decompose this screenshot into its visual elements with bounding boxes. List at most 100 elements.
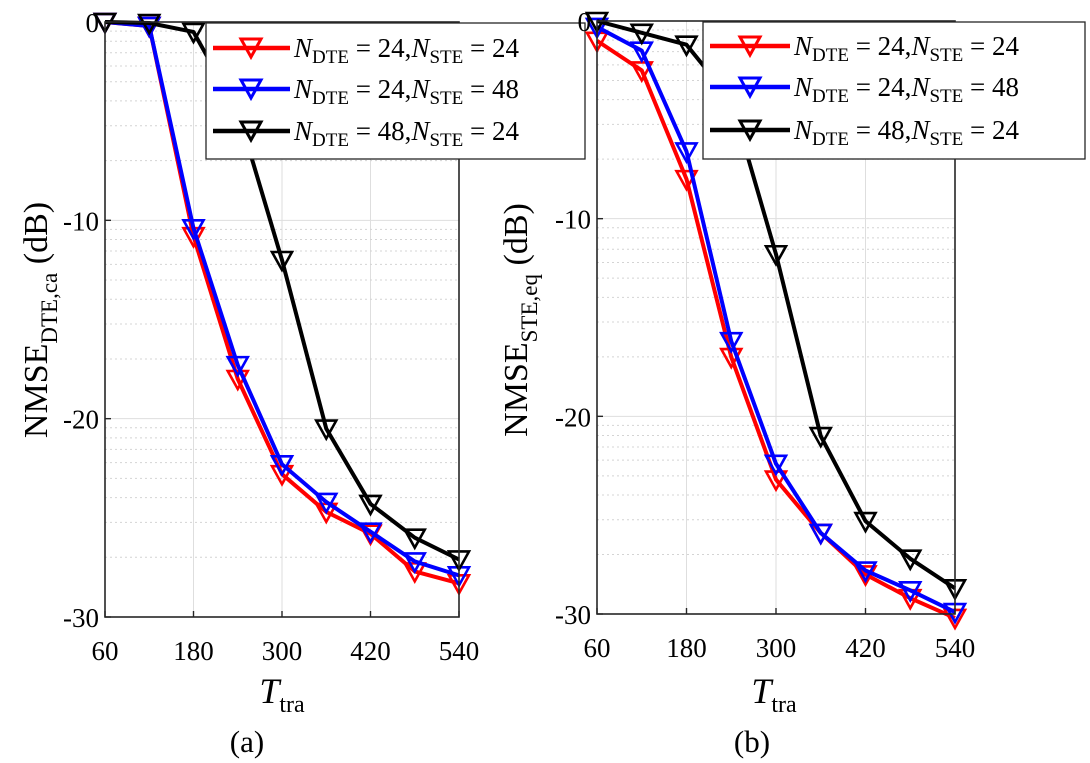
legend-entry-a-0: NDTE = 24,NSTE = 24: [213, 33, 519, 68]
legend-marker-a-1: [238, 78, 264, 102]
series-marker-b-2-7: [898, 549, 923, 572]
series-marker-b-1-7: [898, 580, 923, 603]
legend-entry-b-1: NDTE = 24,NSTE = 48: [710, 72, 1019, 107]
legend-eq1-b-2: = 48,: [849, 115, 911, 145]
y-tick-label-b-3: -30: [555, 600, 591, 630]
legend-n2-b-2: N: [910, 115, 931, 145]
legend-marker-b-2: [737, 119, 763, 143]
xlabel-main-a: T: [259, 671, 282, 711]
x-tick-label-a-3: 420: [350, 636, 391, 666]
ticks-b: 60 180 300 420 540 0 -10 -20 -30: [555, 7, 975, 663]
legend-s1-a-1: DTE: [312, 88, 349, 109]
xlabel-main-b: T: [751, 671, 774, 711]
ylabel-main-a: NMSE: [18, 344, 55, 438]
series-marker-b-2-5: [808, 426, 833, 449]
series-marker-a-1-4: [269, 454, 295, 477]
series-marker-a-1-3: [225, 355, 250, 378]
legend-b: NDTE = 24,NSTE = 24 NDTE = 24,NSTE = 48 …: [702, 21, 1086, 160]
series-marker-a-1-6: [358, 522, 383, 545]
legend-label-b-1: NDTE = 24,NSTE = 48: [793, 72, 1019, 107]
series-line-b-1: [596, 25, 956, 614]
x-tick-label-b-4: 540: [935, 633, 976, 663]
series-marker-a-2-4: [269, 250, 295, 273]
legend-s1-b-2: DTE: [812, 129, 849, 150]
legend-eq2-a-1: = 48: [463, 74, 519, 104]
series-marker-a-1-7: [402, 552, 427, 575]
y-tick-label-a-2: -20: [63, 405, 99, 435]
ylabel-sub-b: STE,eq: [517, 274, 542, 343]
legend-n1-a-0: N: [293, 33, 314, 63]
series-line-a-1: [104, 20, 460, 578]
y-axis-label-b: NMSESTE,eq (dB): [498, 203, 542, 437]
legend-n2-a-0: N: [410, 33, 431, 63]
series-marker-a-1-5: [314, 492, 339, 515]
legend-label-b-0: NDTE = 24,NSTE = 24: [793, 31, 1019, 66]
x-axis-label-a: Ttra: [259, 671, 305, 718]
y-tick-label-a-3: -30: [63, 603, 99, 633]
legend-s2-b-2: STE: [929, 129, 963, 150]
series-marker-b-2-2: [674, 35, 699, 58]
ylabel-space-a: [18, 264, 55, 273]
legend-s2-a-2: STE: [429, 130, 463, 151]
y-tick-label-b-2: -20: [555, 402, 591, 432]
legend-eq2-b-1: = 48: [963, 72, 1019, 102]
ylabel-space-b: [498, 266, 535, 275]
legend-eq2-a-0: = 24: [463, 33, 519, 63]
legend-eq1-b-0: = 24,: [849, 31, 911, 61]
legend-eq1-a-0: = 24,: [349, 33, 411, 63]
ylabel-unit-a: (dB): [18, 202, 55, 264]
legend-s1-a-0: DTE: [312, 47, 349, 68]
svg-text:NMSEDTE,ca (dB): NMSEDTE,ca (dB): [18, 202, 62, 438]
series-marker-a-2-2: [181, 22, 206, 45]
x-tick-label-a-4: 540: [439, 636, 480, 666]
series-line-b-2: [596, 19, 957, 590]
legend-n1-b-2: N: [793, 115, 814, 145]
x-tick-label-a-1: 180: [173, 636, 214, 666]
legend-marker-a-2: [238, 120, 264, 144]
legend-entry-b-2: NDTE = 48,NSTE = 24: [710, 115, 1019, 150]
legend-n2-b-1: N: [910, 72, 931, 102]
legend-s2-b-1: STE: [929, 86, 963, 107]
legend-entry-a-1: NDTE = 24,NSTE = 48: [213, 74, 519, 109]
legend-eq2-b-2: = 24: [963, 115, 1019, 145]
y-tick-label-a-0: 0: [86, 8, 100, 38]
series-marker-b-1-3: [719, 331, 744, 354]
legend-s2-a-1: STE: [429, 88, 463, 109]
ylabel-sub-a: DTE,ca: [37, 273, 62, 344]
series-marker-a-1-1: [137, 16, 162, 39]
ylabel-unit-b: (dB): [498, 203, 535, 265]
x-axis-label-b: Ttra: [751, 671, 797, 718]
series-marker-a-1-2: [181, 218, 206, 241]
x-tick-label-b-1: 180: [666, 633, 707, 663]
legend-entry-b-0: NDTE = 24,NSTE = 24: [710, 31, 1019, 66]
y-tick-label-b-1: -10: [555, 205, 591, 235]
series-marker-a-2-7: [402, 528, 427, 551]
legend-n2-a-1: N: [410, 74, 431, 104]
x-tick-label-a-0: 60: [92, 636, 119, 666]
series-group-a: [92, 12, 472, 596]
xlabel-sub-a: tra: [279, 692, 305, 718]
legend-label-a-2: NDTE = 48,NSTE = 24: [293, 116, 519, 151]
series-marker-b-2-4: [763, 244, 789, 267]
legend-n1-a-2: N: [293, 116, 314, 146]
y-tick-label-b-0: 0: [578, 7, 592, 37]
series-marker-b-2-0: [584, 11, 610, 34]
legend-marker-b-1: [737, 76, 763, 100]
series-line-b-0: [595, 39, 956, 620]
y-axis-label-a: NMSEDTE,ca (dB): [18, 202, 62, 438]
svg-text:NMSESTE,eq (dB): NMSESTE,eq (dB): [498, 203, 542, 437]
series-marker-b-1-0: [584, 17, 610, 40]
y-tick-label-a-1: -10: [63, 206, 99, 236]
legend-s1-b-1: DTE: [812, 86, 849, 107]
series-marker-b-2-1: [629, 23, 654, 46]
legend-s2-b-0: STE: [929, 45, 963, 66]
legend-a: NDTE = 24,NSTE = 24 NDTE = 24,NSTE = 48 …: [205, 22, 586, 160]
legend-entry-a-2: NDTE = 48,NSTE = 24: [213, 116, 519, 151]
caption-a: (a): [230, 724, 264, 759]
legend-n2-b-0: N: [910, 31, 931, 61]
series-marker-a-2-0: [92, 12, 118, 35]
series-marker-b-0-6: [853, 565, 878, 588]
xlabel-sub-b: tra: [771, 692, 797, 718]
